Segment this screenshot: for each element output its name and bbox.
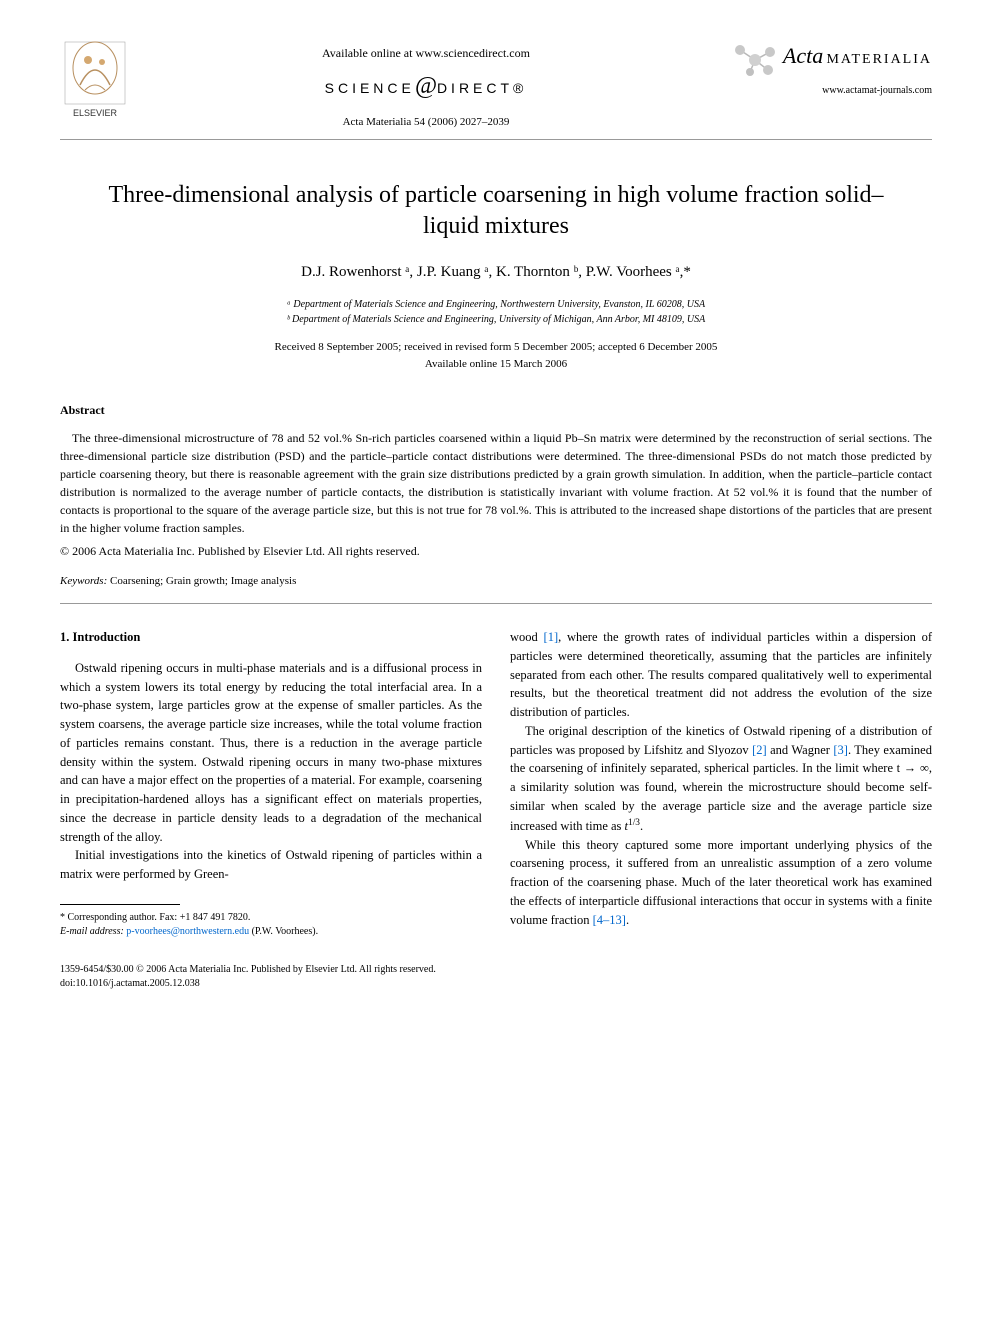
affiliation-b: ᵇ Department of Materials Science and En… bbox=[60, 312, 932, 327]
page-footer: 1359-6454/$30.00 © 2006 Acta Materialia … bbox=[60, 963, 932, 991]
sd-suffix: DIRECT® bbox=[437, 80, 527, 96]
footer-doi: doi:10.1016/j.actamat.2005.12.038 bbox=[60, 977, 932, 991]
publisher-logo-block: ELSEVIER bbox=[60, 40, 140, 125]
abstract-body: The three-dimensional microstructure of … bbox=[60, 429, 932, 537]
footnote-email-line: E-mail address: p-voorhees@northwestern.… bbox=[60, 925, 482, 939]
right-column: wood [1], where the growth rates of indi… bbox=[510, 628, 932, 939]
intro-para-5: While this theory captured some more imp… bbox=[510, 836, 932, 930]
affiliations-block: ᵃ Department of Materials Science and En… bbox=[60, 297, 932, 327]
footnote-separator bbox=[60, 904, 180, 905]
p3-prefix: wood bbox=[510, 630, 544, 644]
p4-end: . bbox=[640, 819, 643, 833]
email-suffix: (P.W. Voorhees). bbox=[249, 926, 318, 937]
article-dates: Received 8 September 2005; received in r… bbox=[60, 339, 932, 372]
intro-para-1: Ostwald ripening occurs in multi-phase m… bbox=[60, 659, 482, 847]
ref-3-link[interactable]: [3] bbox=[833, 743, 848, 757]
p4-mid1: and Wagner bbox=[767, 743, 834, 757]
article-title: Three-dimensional analysis of particle c… bbox=[100, 180, 892, 242]
keywords-line: Keywords: Coarsening; Grain growth; Imag… bbox=[60, 574, 932, 604]
p4-exponent: 1/3 bbox=[628, 818, 640, 828]
ref-2-link[interactable]: [2] bbox=[752, 743, 767, 757]
authors-line: D.J. Rowenhorst ᵃ, J.P. Kuang ᵃ, K. Thor… bbox=[60, 262, 932, 283]
journal-logo-block: Acta MATERIALIA www.actamat-journals.com bbox=[712, 40, 932, 98]
ref-4-13-link[interactable]: [4–13] bbox=[593, 913, 626, 927]
elsevier-logo-icon: ELSEVIER bbox=[60, 40, 130, 120]
footnote-corresponding: * Corresponding author. Fax: +1 847 491 … bbox=[60, 911, 482, 925]
affiliation-a: ᵃ Department of Materials Science and En… bbox=[60, 297, 932, 312]
sd-d-glyph: @ bbox=[415, 73, 437, 99]
available-online-text: Available online at www.sciencedirect.co… bbox=[140, 45, 712, 62]
section-1-heading: 1. Introduction bbox=[60, 628, 482, 647]
intro-para-3: wood [1], where the growth rates of indi… bbox=[510, 628, 932, 722]
intro-para-2: Initial investigations into the kinetics… bbox=[60, 846, 482, 884]
science-direct-logo: SCIENCE@DIRECT® bbox=[140, 70, 712, 104]
email-link[interactable]: p-voorhees@northwestern.edu bbox=[126, 926, 249, 937]
p5-prefix: While this theory captured some more imp… bbox=[510, 838, 932, 927]
p5-end: . bbox=[626, 913, 629, 927]
sd-prefix: SCIENCE bbox=[325, 80, 415, 96]
left-column: 1. Introduction Ostwald ripening occurs … bbox=[60, 628, 482, 939]
keywords-text: Coarsening; Grain growth; Image analysis bbox=[107, 575, 296, 587]
ref-1-link[interactable]: [1] bbox=[544, 630, 559, 644]
dates-online: Available online 15 March 2006 bbox=[60, 356, 932, 373]
svg-text:ELSEVIER: ELSEVIER bbox=[73, 108, 118, 118]
dates-received: Received 8 September 2005; received in r… bbox=[60, 339, 932, 356]
p3-suffix: , where the growth rates of individual p… bbox=[510, 630, 932, 719]
abstract-copyright: © 2006 Acta Materialia Inc. Published by… bbox=[60, 543, 932, 560]
journal-name-italic: Acta bbox=[783, 43, 823, 68]
footer-copyright: 1359-6454/$30.00 © 2006 Acta Materialia … bbox=[60, 963, 932, 977]
page-header: ELSEVIER Available online at www.science… bbox=[60, 40, 932, 140]
journal-url[interactable]: www.actamat-journals.com bbox=[712, 84, 932, 98]
keywords-label: Keywords: bbox=[60, 575, 107, 587]
journal-logo: Acta MATERIALIA bbox=[712, 40, 932, 80]
header-center-block: Available online at www.sciencedirect.co… bbox=[140, 40, 712, 131]
journal-reference: Acta Materialia 54 (2006) 2027–2039 bbox=[140, 115, 712, 130]
corresponding-author-footnote: * Corresponding author. Fax: +1 847 491 … bbox=[60, 911, 482, 939]
molecule-icon bbox=[730, 40, 780, 80]
journal-name-caps: MATERIALIA bbox=[826, 52, 932, 67]
intro-para-4: The original description of the kinetics… bbox=[510, 722, 932, 836]
body-columns: 1. Introduction Ostwald ripening occurs … bbox=[60, 628, 932, 939]
abstract-heading: Abstract bbox=[60, 402, 932, 419]
email-label: E-mail address: bbox=[60, 926, 124, 937]
